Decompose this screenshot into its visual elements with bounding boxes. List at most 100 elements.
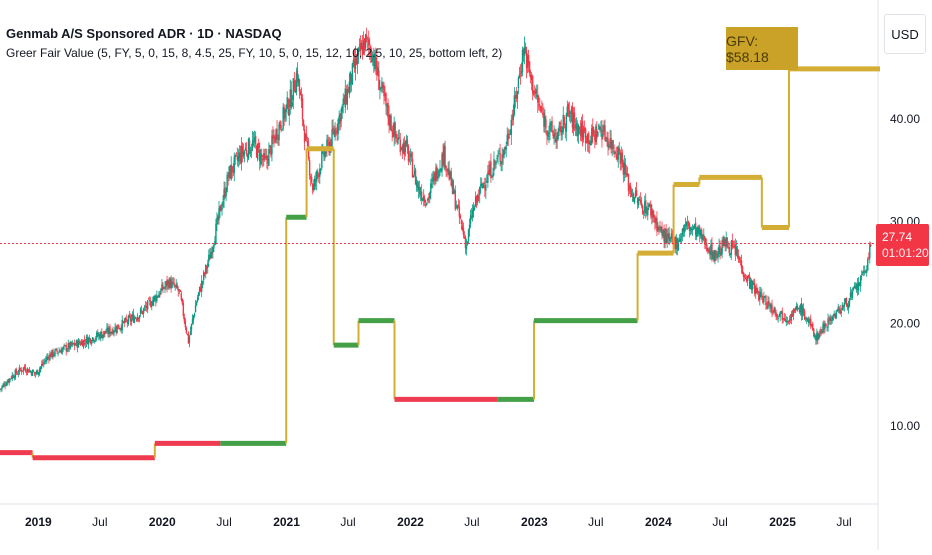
candle xyxy=(347,86,350,93)
candle xyxy=(364,33,367,52)
candle xyxy=(769,302,771,313)
candle xyxy=(656,211,658,237)
candle xyxy=(54,348,56,358)
candle xyxy=(810,314,812,329)
candle xyxy=(226,171,228,193)
candle xyxy=(44,358,46,365)
indicator-legend[interactable]: Greer Fair Value (5, FY, 5, 0, 15, 8, 4.… xyxy=(6,46,503,60)
candle xyxy=(66,347,68,353)
candle xyxy=(43,359,45,368)
candle xyxy=(49,350,51,361)
candle xyxy=(445,164,447,177)
candle xyxy=(126,319,129,328)
candle xyxy=(677,237,680,251)
candle xyxy=(818,332,820,340)
candle xyxy=(724,237,726,252)
candle xyxy=(592,118,594,144)
candle xyxy=(215,218,217,245)
candle xyxy=(400,146,402,151)
candle xyxy=(115,324,117,336)
candle xyxy=(158,291,160,298)
candle xyxy=(715,249,717,261)
candle xyxy=(814,332,816,340)
candle xyxy=(309,174,312,187)
candle xyxy=(358,38,361,52)
candle xyxy=(623,155,626,182)
candle xyxy=(635,182,638,197)
candle xyxy=(868,252,870,260)
candle xyxy=(700,228,702,239)
candle xyxy=(245,142,248,157)
candle xyxy=(196,294,199,303)
candle xyxy=(316,169,318,191)
candle xyxy=(98,331,100,341)
candle xyxy=(155,294,157,307)
candle xyxy=(566,100,569,117)
candle xyxy=(701,227,703,243)
candle xyxy=(440,167,442,173)
candle xyxy=(200,275,203,297)
candle xyxy=(572,107,575,136)
candle xyxy=(651,204,653,225)
candle xyxy=(192,314,195,325)
candle xyxy=(88,334,91,343)
candle xyxy=(808,316,810,328)
candle xyxy=(110,331,112,337)
candle xyxy=(148,297,150,300)
candle xyxy=(645,193,647,219)
candle xyxy=(552,130,554,139)
candle xyxy=(373,47,375,74)
x-axis-ticks: 2019 Jul 2020 Jul 2021 Jul 2022 Jul 2023 Jul 2024 J… xyxy=(25,515,852,529)
candle xyxy=(668,226,670,246)
candle xyxy=(696,225,699,237)
candle xyxy=(377,61,379,77)
candle xyxy=(689,226,692,236)
candle xyxy=(541,100,543,114)
candle xyxy=(242,143,245,159)
candle xyxy=(577,123,580,144)
candle xyxy=(695,227,698,241)
candle xyxy=(709,246,711,260)
candle xyxy=(275,128,277,144)
candle xyxy=(291,95,294,108)
candle xyxy=(754,278,756,297)
candle xyxy=(447,161,449,176)
candle xyxy=(67,339,69,353)
candle xyxy=(806,317,809,322)
candle xyxy=(737,249,740,264)
candle xyxy=(543,107,545,133)
candle xyxy=(484,177,486,197)
candle xyxy=(479,186,481,204)
candle xyxy=(265,148,267,161)
candle xyxy=(91,336,94,343)
candle xyxy=(507,128,509,147)
candle xyxy=(5,381,7,387)
candle xyxy=(303,124,306,151)
candle xyxy=(575,117,578,137)
candle xyxy=(659,220,661,233)
candle xyxy=(644,195,646,217)
candle xyxy=(525,46,528,79)
candle xyxy=(28,366,31,373)
candle xyxy=(813,328,815,338)
candle xyxy=(262,154,264,168)
candle xyxy=(51,349,53,359)
candle xyxy=(827,313,829,332)
candle xyxy=(522,47,525,63)
candle xyxy=(624,158,627,178)
candle xyxy=(136,313,139,322)
candle xyxy=(327,134,329,147)
candle xyxy=(326,134,328,157)
candle xyxy=(521,46,524,77)
candle xyxy=(380,86,382,92)
candle xyxy=(634,187,637,199)
candle xyxy=(605,136,607,142)
candle xyxy=(547,130,549,141)
candle xyxy=(169,276,171,289)
candle xyxy=(841,302,844,311)
candle xyxy=(256,142,259,162)
candle xyxy=(817,330,819,345)
currency-selector[interactable]: USD xyxy=(884,14,926,54)
